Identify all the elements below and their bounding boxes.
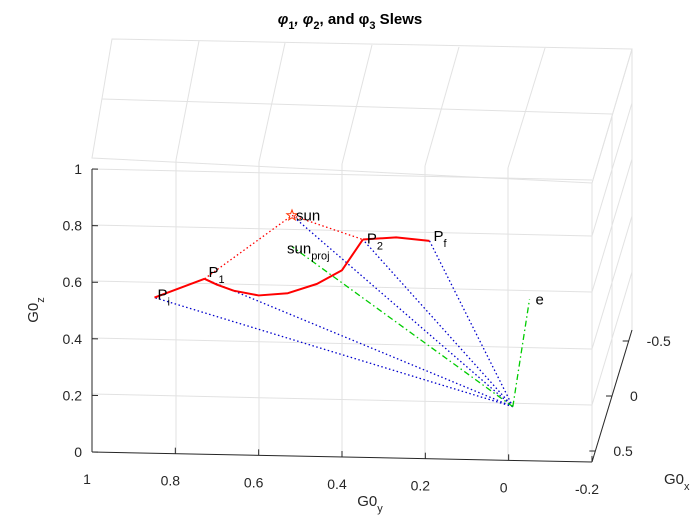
y-axis-label: G0y bbox=[357, 493, 383, 515]
origin-to-p2-line bbox=[363, 240, 513, 407]
slew-path-2 bbox=[205, 240, 363, 296]
grid-top-1 bbox=[176, 41, 199, 160]
z-tick-label: 0.8 bbox=[63, 218, 83, 234]
x-tick-label: -0.5 bbox=[647, 333, 671, 349]
grid-top-5 bbox=[508, 48, 545, 168]
tick-layer: 0 0.2 0.4 0.6 0.8 1 1 0.8 0.6 0.4 0.2 0 -0.2 -0.5 0 0.5 bbox=[63, 161, 671, 497]
chart-title: φ1, φ2, and φ3 Slews bbox=[278, 11, 422, 32]
point-label-p2: P2 bbox=[367, 231, 383, 253]
grid-layer bbox=[92, 39, 632, 462]
grid-top-2 bbox=[259, 43, 285, 162]
grid-top-3 bbox=[342, 45, 372, 164]
z-tick-label: 0.2 bbox=[63, 387, 83, 403]
origin-to-e-line bbox=[513, 299, 530, 406]
origin-to-sun-proj-line bbox=[292, 247, 513, 407]
origin-to-pi-line bbox=[155, 298, 513, 407]
y-tick-label: 0.8 bbox=[161, 473, 181, 489]
origin-to-p1-line bbox=[205, 279, 513, 407]
origin-to-pf-line bbox=[430, 241, 513, 407]
point-label-e: e bbox=[536, 291, 544, 308]
y-tick-label: 0 bbox=[500, 479, 508, 495]
y-tick-label: 0.2 bbox=[411, 478, 431, 494]
origin-to-sun-line bbox=[292, 215, 513, 406]
z-tick-label: 0 bbox=[74, 444, 82, 460]
x-tick-label: 0 bbox=[630, 388, 638, 404]
y-tick-label: 1 bbox=[83, 471, 91, 487]
y-tick-label: 0.4 bbox=[327, 476, 347, 492]
point-label-pf: Pf bbox=[434, 228, 448, 250]
z-tick-label: 0.4 bbox=[63, 331, 83, 347]
x-axis-label: G0x bbox=[664, 471, 690, 493]
z-axis-label: G0z bbox=[25, 297, 47, 323]
back-wall-top bbox=[92, 39, 632, 183]
x-tick-label: 0.5 bbox=[613, 443, 633, 459]
point-label-pi: Pi bbox=[158, 287, 170, 309]
axes-layer bbox=[92, 169, 632, 462]
grid-top-mid bbox=[102, 99, 612, 114]
grid-top-4 bbox=[425, 47, 459, 166]
y-tick-label: 0.6 bbox=[244, 474, 264, 490]
point-label-sun-proj: sunproj bbox=[287, 241, 330, 263]
z-tick-label: 1 bbox=[74, 161, 82, 177]
z-tick-label: 0.6 bbox=[63, 274, 83, 290]
point-label-sun: sun bbox=[296, 207, 320, 224]
y-tick-label: -0.2 bbox=[575, 481, 599, 497]
